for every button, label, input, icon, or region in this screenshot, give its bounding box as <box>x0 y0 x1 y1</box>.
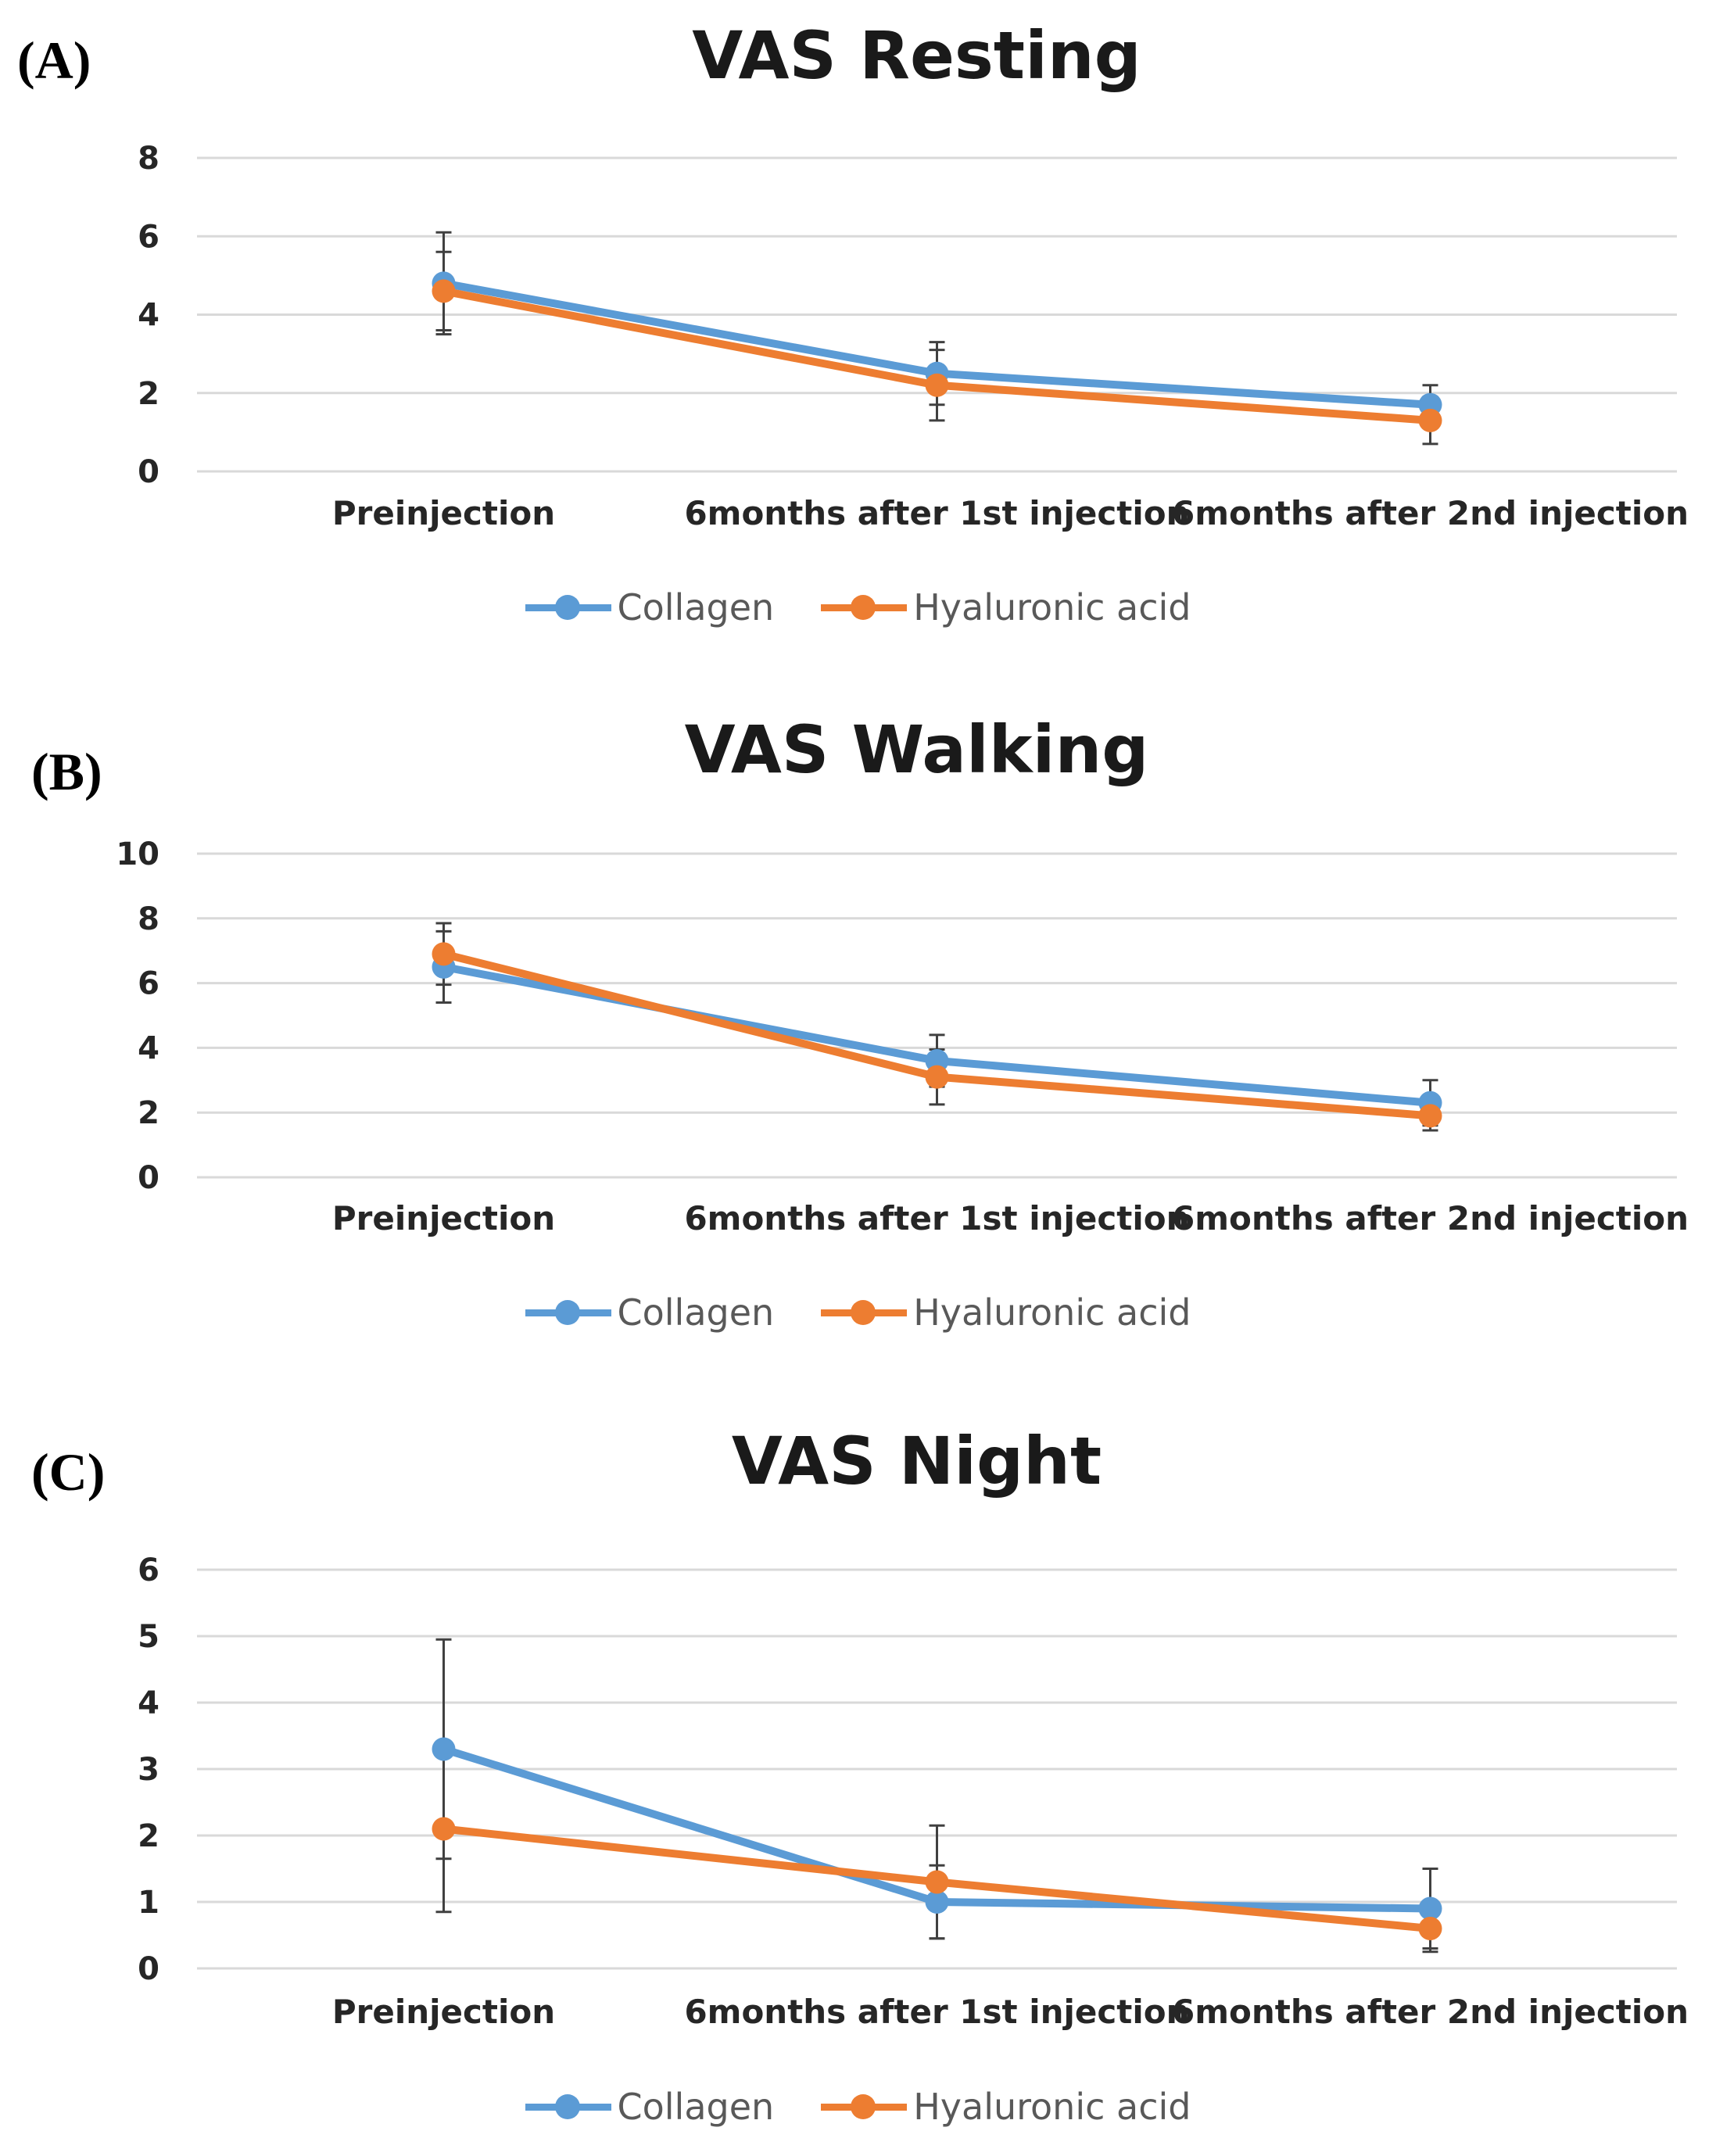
y-tick-label: 2 <box>138 376 159 412</box>
panel-letter: (B) <box>31 742 102 801</box>
y-tick-label: 6 <box>138 219 159 255</box>
x-category-label: 6months after 2nd injection <box>1172 1199 1689 1237</box>
legend-item-hyaluronic-acid: Hyaluronic acid <box>821 586 1191 629</box>
x-category-label: Preinjection <box>332 494 555 532</box>
chart-title: VAS Walking <box>684 711 1149 788</box>
data-point-collagen <box>925 1890 949 1914</box>
chart-legend: Collagen Hyaluronic acid <box>0 586 1716 629</box>
x-category-label: 6months after 1st injection <box>684 494 1189 532</box>
panel-b: (B) VAS Walking 0 2 4 6 8 10 Preinjection 6mont… <box>0 688 1716 1407</box>
y-tick-label: 0 <box>138 454 159 490</box>
data-point-hyaluronic-acid <box>432 942 456 966</box>
data-point-hyaluronic-acid <box>1418 408 1442 432</box>
legend-swatch-collagen <box>525 592 611 623</box>
legend-label-hyaluronic-acid: Hyaluronic acid <box>913 1291 1191 1334</box>
data-point-collagen <box>925 1048 949 1073</box>
x-category-label: Preinjection <box>332 1199 555 1237</box>
y-tick-label: 8 <box>138 141 159 177</box>
y-tick-label: 6 <box>138 966 159 1002</box>
y-tick-label: 8 <box>138 901 159 937</box>
data-point-hyaluronic-acid <box>432 279 456 303</box>
y-tick-label: 2 <box>138 1818 159 1854</box>
x-category-label: 6months after 1st injection <box>684 1199 1189 1237</box>
legend-swatch-hyaluronic-acid <box>821 2091 908 2122</box>
chart-title: VAS Night <box>731 1423 1102 1499</box>
chart-plot: 0 2 4 6 8 10 Preinjection 6months after 1st inj… <box>116 836 1689 1237</box>
y-tick-label: 0 <box>138 1951 159 1987</box>
chart-title: VAS Resting <box>692 17 1141 94</box>
legend-label-collagen: Collagen <box>617 586 775 629</box>
y-tick-label: 4 <box>138 298 159 334</box>
legend-swatch-hyaluronic-acid <box>821 592 908 623</box>
data-point-collagen <box>432 1737 456 1761</box>
y-tick-label: 10 <box>116 836 159 872</box>
data-point-hyaluronic-acid <box>1418 1104 1442 1128</box>
chart-legend: Collagen Hyaluronic acid <box>0 1291 1716 1334</box>
y-tick-label: 0 <box>138 1160 159 1196</box>
x-category-label: 6months after 2nd injection <box>1172 1993 1689 2031</box>
y-tick-label: 1 <box>138 1885 159 1921</box>
legend-swatch-hyaluronic-acid <box>821 1297 908 1328</box>
y-tick-label: 5 <box>138 1619 159 1655</box>
panel-letter: (A) <box>17 30 91 90</box>
y-tick-label: 3 <box>138 1752 159 1788</box>
legend-label-collagen: Collagen <box>617 1291 775 1334</box>
y-tick-label: 4 <box>138 1685 159 1721</box>
y-tick-label: 2 <box>138 1095 159 1131</box>
legend-item-collagen: Collagen <box>525 586 775 629</box>
legend-item-collagen: Collagen <box>525 2086 775 2128</box>
legend-item-hyaluronic-acid: Hyaluronic acid <box>821 2086 1191 2128</box>
data-point-hyaluronic-acid <box>925 373 949 397</box>
chart-plot: 0 2 4 6 8 Preinjection 6months after 1st injec… <box>138 141 1689 532</box>
data-point-hyaluronic-acid <box>925 1065 949 1089</box>
x-category-label: 6months after 1st injection <box>684 1993 1189 2031</box>
data-point-hyaluronic-acid <box>925 1870 949 1894</box>
legend-swatch-collagen <box>525 1297 611 1328</box>
y-tick-label: 4 <box>138 1030 159 1066</box>
x-category-label: 6months after 2nd injection <box>1172 494 1689 532</box>
data-point-hyaluronic-acid <box>1418 1917 1442 1940</box>
y-tick-label: 6 <box>138 1553 159 1588</box>
legend-label-hyaluronic-acid: Hyaluronic acid <box>913 2086 1191 2128</box>
panel-letter: (C) <box>31 1442 106 1502</box>
chart-legend: Collagen Hyaluronic acid <box>0 2086 1716 2128</box>
data-point-collagen <box>1418 1896 1442 1921</box>
legend-item-hyaluronic-acid: Hyaluronic acid <box>821 1291 1191 1334</box>
x-category-label: Preinjection <box>332 1993 555 2031</box>
panel-a: (A) VAS Resting 0 2 4 6 8 Preinjection 6months… <box>0 0 1716 719</box>
legend-item-collagen: Collagen <box>525 1291 775 1334</box>
panel-c: (C) VAS Night 0 1 2 3 4 5 6 Preinjection 6months… <box>0 1391 1716 2156</box>
legend-label-collagen: Collagen <box>617 2086 775 2128</box>
chart-plot: 0 1 2 3 4 5 6 Preinjection 6months after 1st inj… <box>138 1553 1689 2031</box>
legend-label-hyaluronic-acid: Hyaluronic acid <box>913 586 1191 629</box>
data-point-hyaluronic-acid <box>432 1817 456 1841</box>
legend-swatch-collagen <box>525 2091 611 2122</box>
